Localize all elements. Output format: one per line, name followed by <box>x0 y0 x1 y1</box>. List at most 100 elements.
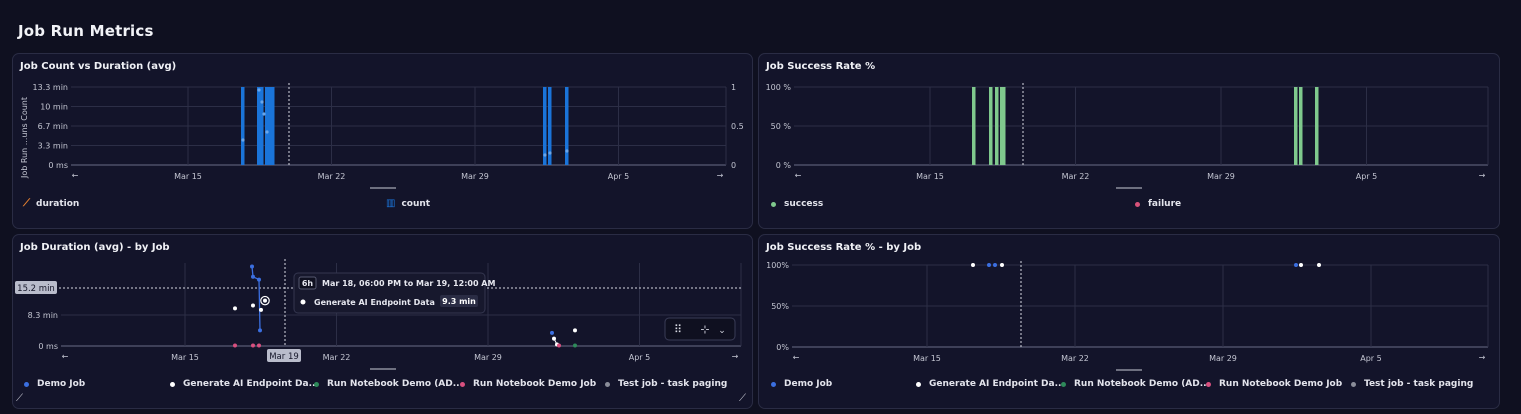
tooltip-series: Generate AI Endpoint Data <box>314 298 435 307</box>
legend-item[interactable]: Generate AI Endpoint Da... <box>170 379 319 389</box>
data-point[interactable] <box>1294 263 1298 267</box>
count-bar[interactable] <box>565 87 569 165</box>
data-point[interactable] <box>552 336 556 341</box>
data-point[interactable] <box>257 343 261 348</box>
duration-point[interactable] <box>565 149 569 153</box>
count-bar[interactable] <box>260 87 264 165</box>
duration-by-job-chart[interactable]: 15.2 min Mar 19 6h Mar 18, 06:00 PM to M… <box>13 235 753 409</box>
crosshair-date-box <box>267 349 301 362</box>
legend-item[interactable]: Demo Job <box>771 379 832 389</box>
scroll-left-arrow-icon: ← <box>62 352 69 361</box>
tooltip-badge-box <box>298 276 317 290</box>
drag-handle-icon[interactable]: ⠿ <box>674 323 682 336</box>
scroll-left-arrow-icon: ← <box>793 353 800 362</box>
count-bar[interactable] <box>241 87 245 165</box>
data-point[interactable] <box>573 328 577 333</box>
legend-item[interactable]: Demo Job <box>24 379 85 389</box>
data-point[interactable] <box>993 263 997 267</box>
legend-item-success[interactable]: success <box>771 199 823 209</box>
resize-right-icon[interactable]: ⟋ <box>739 393 746 404</box>
x-tick-label: Mar 29 <box>461 172 489 181</box>
success-bar[interactable] <box>1315 87 1319 165</box>
count-bar[interactable] <box>257 87 261 165</box>
success-bar[interactable] <box>1000 87 1004 165</box>
data-point[interactable] <box>263 298 267 303</box>
legend-label: Test job - task paging <box>1364 379 1474 389</box>
count-bar[interactable] <box>268 87 272 165</box>
data-point[interactable] <box>987 263 991 267</box>
success-bar[interactable] <box>989 87 993 165</box>
success-bar[interactable] <box>1299 87 1303 165</box>
data-point[interactable] <box>557 343 561 348</box>
data-point[interactable] <box>250 264 254 269</box>
y-tick-label: 0 % <box>776 161 792 170</box>
legend-dot-icon <box>460 381 465 387</box>
chart-grid <box>61 259 742 347</box>
legend-label: Run Notebook Demo Job <box>473 379 597 389</box>
legend-label: success <box>784 199 824 209</box>
count-bar[interactable] <box>265 87 269 165</box>
duration-point[interactable] <box>257 88 261 92</box>
x-tick-label: Apr 5 <box>1356 172 1377 181</box>
legend-item[interactable]: Run Notebook Demo (AD... <box>1061 379 1210 389</box>
data-point[interactable] <box>257 277 261 282</box>
count-duration-chart[interactable]: Job Run ...uns Count 0 ms 3.3 min 6.7 min 1… <box>13 54 753 229</box>
data-point[interactable] <box>251 343 255 348</box>
legend-item[interactable]: Test job - task paging <box>605 379 727 389</box>
y-tick-label: 13.3 min <box>33 83 68 92</box>
legend-item-failure[interactable]: failure <box>1135 199 1181 209</box>
chevron-down-icon[interactable]: ⌄ <box>718 326 726 336</box>
success-rate-chart[interactable]: 0 % 50 % 100 % Mar 15 Mar 22 Mar 29 Apr 5 ← → <box>759 54 1500 229</box>
data-point[interactable] <box>233 343 237 348</box>
x-tick-label: Mar 15 <box>171 353 199 362</box>
x-tick-label: Mar 29 <box>1209 354 1237 363</box>
failure-dot-icon <box>1135 201 1140 207</box>
legend-item[interactable]: Run Notebook Demo Job <box>1206 379 1342 389</box>
zoom-select-icon[interactable]: ⊹ <box>700 323 709 336</box>
legend-item-count[interactable]: ▥ count <box>386 198 430 209</box>
success-bar[interactable] <box>1002 87 1006 165</box>
count-bar[interactable] <box>271 87 275 165</box>
legend-item-duration[interactable]: ⟋ duration <box>23 198 79 209</box>
duration-point[interactable] <box>262 112 266 116</box>
success-by-job-chart[interactable]: 0% 50% 100% Mar 15 Mar 22 Mar 29 Apr 5 ← → <box>759 235 1500 409</box>
success-bar[interactable] <box>1294 87 1298 165</box>
data-point[interactable] <box>1299 263 1303 267</box>
duration-point[interactable] <box>265 130 269 134</box>
crosshair-value-box <box>15 281 57 294</box>
legend-item[interactable]: Generate AI Endpoint Da... <box>916 379 1065 389</box>
panel-job-success-rate: Job Success Rate % 0 % 50 % 100 % Mar 15 Mar… <box>758 53 1500 229</box>
success-bar[interactable] <box>995 87 999 165</box>
duration-point[interactable] <box>260 100 264 104</box>
data-point[interactable] <box>1000 263 1004 267</box>
duration-point[interactable] <box>543 153 547 157</box>
count-bar[interactable] <box>548 87 552 165</box>
chart-grid <box>71 83 727 166</box>
success-bar[interactable] <box>972 87 976 165</box>
demo-job-series-line <box>251 266 261 331</box>
duration-point[interactable] <box>548 151 552 155</box>
tooltip-badge: 6h <box>302 279 314 288</box>
panel-job-count-vs-duration: Job Count vs Duration (avg) Job Run ...u… <box>12 53 753 229</box>
resize-left-icon[interactable]: ⟋ <box>16 393 23 404</box>
data-point[interactable] <box>233 306 237 311</box>
data-point[interactable] <box>258 328 262 333</box>
x-tick-label: Mar 22 <box>1061 354 1089 363</box>
data-point[interactable] <box>573 343 577 348</box>
data-point[interactable] <box>251 303 255 308</box>
y-tick-label: 100 % <box>766 83 792 92</box>
legend-item[interactable]: Run Notebook Demo (AD... <box>314 379 463 389</box>
legend-dot-icon <box>771 381 776 387</box>
duration-point[interactable] <box>241 138 245 142</box>
panel-job-duration-by-job: Job Duration (avg) - by Job 15.2 min Mar… <box>12 234 753 409</box>
legend-item[interactable]: Test job - task paging <box>1351 379 1473 389</box>
count-bar[interactable] <box>543 87 547 165</box>
data-point[interactable] <box>1317 263 1321 267</box>
panel-title: Job Count vs Duration (avg) <box>20 61 177 72</box>
data-point[interactable] <box>251 274 255 279</box>
data-point[interactable] <box>259 307 263 312</box>
data-point[interactable] <box>550 330 554 335</box>
y-tick-label: 0% <box>776 343 789 352</box>
data-point[interactable] <box>971 263 975 267</box>
legend-item[interactable]: Run Notebook Demo Job <box>460 379 596 389</box>
